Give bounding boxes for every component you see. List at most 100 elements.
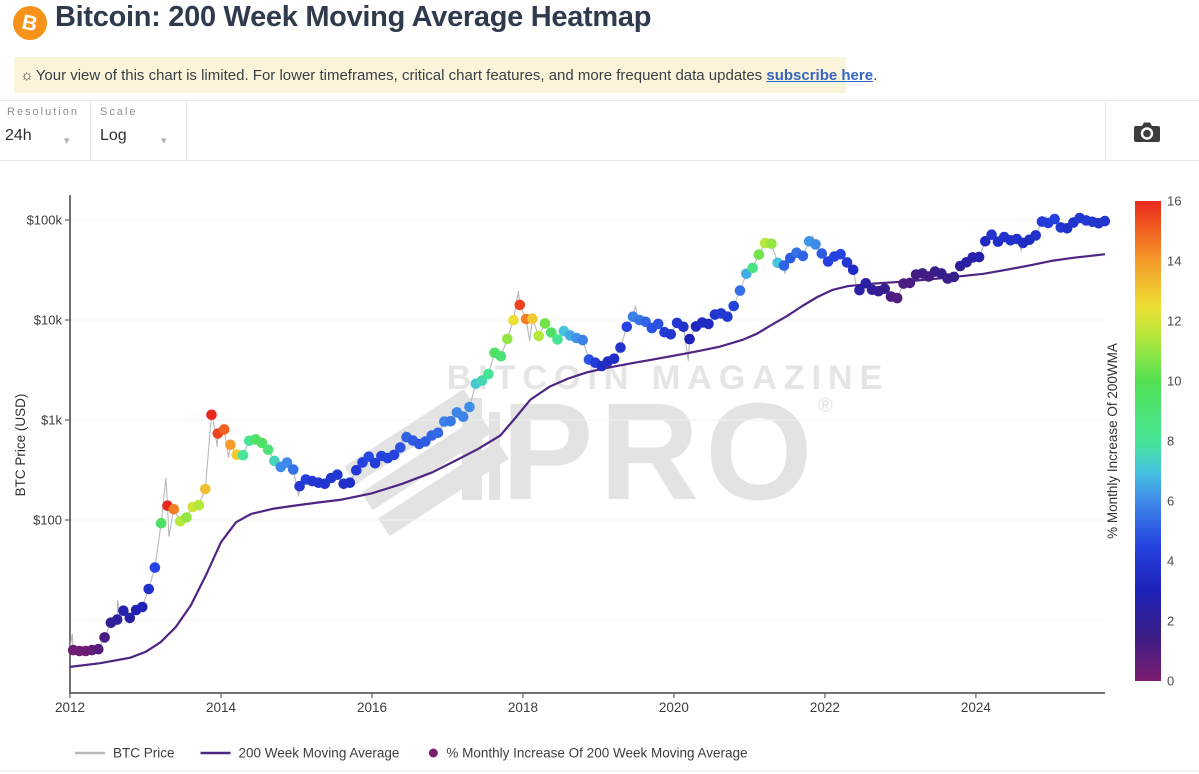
data-point[interactable] [1030,230,1041,241]
data-point[interactable] [891,292,903,304]
data-point[interactable] [904,277,916,289]
data-point[interactable] [860,278,872,289]
legend-label: BTC Price [113,746,175,761]
data-point[interactable] [388,449,400,461]
data-point[interactable] [200,483,211,495]
data-point[interactable] [854,284,865,296]
data-point[interactable] [678,321,689,333]
data-point[interactable] [363,451,375,463]
subscribe-link[interactable]: subscribe here [766,66,874,84]
data-point[interactable] [948,271,960,283]
data-point[interactable] [546,327,557,338]
data-point[interactable] [810,239,821,250]
data-point[interactable] [118,605,129,616]
data-point[interactable] [552,334,563,345]
data-point[interactable] [797,250,809,262]
data-point[interactable] [457,411,469,423]
data-point[interactable] [527,313,538,325]
data-point[interactable] [778,260,790,271]
watermark-logo [344,389,509,537]
data-point[interactable] [608,353,620,365]
data-point[interactable] [734,285,746,296]
data-point[interactable] [533,330,544,342]
legend-item[interactable]: % Monthly Increase Of 200 Week Moving Av… [428,746,748,761]
colorbar-tick-label: 6 [1167,494,1174,509]
data-point[interactable] [1049,213,1060,225]
data-point[interactable] [684,333,695,345]
data-point[interactable] [149,562,161,573]
data-point[interactable] [281,457,293,468]
data-point[interactable] [577,334,588,346]
data-point[interactable] [124,612,136,624]
bitcoin-logo: B [13,6,47,40]
data-point[interactable] [464,401,475,413]
data-point[interactable] [621,321,633,333]
data-point[interactable] [483,368,494,380]
chevron-down-icon[interactable]: ▾ [64,135,70,147]
data-point[interactable] [615,342,626,353]
legend-item[interactable]: BTC Price [75,746,175,761]
data-point[interactable] [766,238,777,250]
data-point[interactable] [986,229,997,240]
scale-select[interactable]: Log [100,127,127,144]
data-point[interactable] [351,464,362,476]
data-point[interactable] [225,439,236,451]
data-point[interactable] [973,251,985,263]
data-point[interactable] [665,329,677,340]
data-point[interactable] [395,442,406,453]
colorbar-tick-label: 2 [1167,614,1174,629]
data-point[interactable] [137,601,148,613]
data-point[interactable] [237,449,249,461]
data-point[interactable] [747,262,758,274]
data-point[interactable] [193,499,205,511]
data-point[interactable] [111,614,123,625]
data-point[interactable] [93,643,104,655]
data-point[interactable] [514,299,526,311]
data-point[interactable] [181,512,192,523]
data-point[interactable] [256,437,268,449]
data-point[interactable] [502,333,513,345]
data-point[interactable] [155,517,167,529]
legend-item[interactable]: 200 Week Moving Average [200,746,400,761]
data-point[interactable] [369,457,381,469]
data-point[interactable] [1099,215,1111,227]
data-point[interactable] [432,427,444,439]
data-point[interactable] [218,424,230,435]
data-point[interactable] [703,318,714,330]
data-point[interactable] [206,409,217,421]
data-point[interactable] [816,248,828,259]
data-point[interactable] [722,311,733,323]
data-point[interactable] [508,314,519,326]
data-point[interactable] [445,416,456,427]
data-point[interactable] [539,318,551,329]
data-point[interactable] [262,444,274,456]
scale-label: Scale [100,106,138,118]
camera-snapshot-button[interactable] [1131,118,1163,146]
toolbar-divider [186,101,187,160]
data-point[interactable] [652,318,664,330]
data-point[interactable] [980,236,991,247]
data-point[interactable] [835,248,846,260]
data-point[interactable] [495,351,507,362]
data-point[interactable] [476,375,488,386]
data-point[interactable] [143,583,154,595]
data-point[interactable] [99,632,110,643]
data-point[interactable] [753,249,765,260]
data-point[interactable] [841,257,853,268]
data-point[interactable] [168,504,180,515]
resolution-select[interactable]: 24h [5,127,32,144]
data-point[interactable] [344,477,356,489]
data-point[interactable] [332,469,343,481]
chevron-down-icon[interactable]: ▾ [161,135,167,147]
data-point[interactable] [294,480,305,492]
page-title: Bitcoin: 200 Week Moving Average Heatmap [55,1,652,33]
data-point[interactable] [288,464,299,475]
monthly-increase-dots[interactable] [67,212,1111,657]
sun-icon: ☼ [20,66,34,84]
data-point[interactable] [879,283,890,295]
data-point[interactable] [847,264,859,276]
legend-dot-swatch [428,748,438,758]
data-point[interactable] [728,300,739,312]
